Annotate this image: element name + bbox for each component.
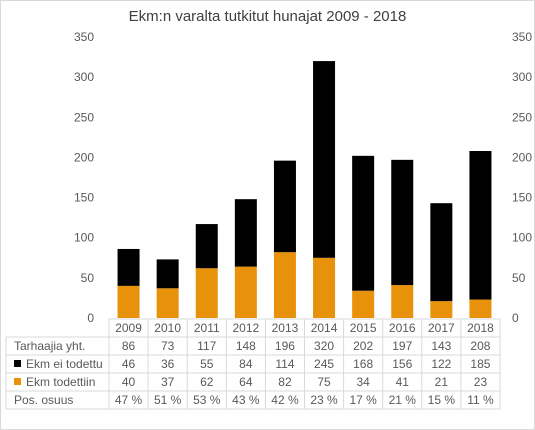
- table-cell: 46: [122, 357, 136, 371]
- table-cell: 23 %: [310, 393, 338, 407]
- bar-ekm-todettiin: [234, 266, 257, 318]
- bar-ekm-ei-todettu: [391, 159, 414, 286]
- table-cell: 86: [122, 339, 136, 353]
- table-cell: 208: [470, 339, 490, 353]
- x-category-label: 2018: [467, 321, 494, 335]
- x-category-label: 2010: [154, 321, 181, 335]
- table-cell: 15 %: [428, 393, 456, 407]
- bar-ekm-ei-todettu: [352, 155, 375, 291]
- y-tick-label-left: 100: [74, 231, 94, 245]
- table-cell: 75: [317, 375, 331, 389]
- table-cell: 40: [122, 375, 136, 389]
- table-cell: 156: [392, 357, 412, 371]
- bar-ekm-ei-todettu: [117, 248, 140, 286]
- table-cell: 42 %: [271, 393, 299, 407]
- legend-marker: [14, 378, 21, 385]
- table-cell: 64: [239, 375, 253, 389]
- y-tick-label-right: 200: [512, 150, 532, 164]
- x-category-label: 2016: [389, 321, 416, 335]
- table-cell: 245: [314, 357, 334, 371]
- table-cell: 197: [392, 339, 412, 353]
- bar-ekm-todettiin: [313, 257, 336, 318]
- bar-ekm-ei-todettu: [195, 224, 218, 269]
- x-category-label: 2012: [232, 321, 259, 335]
- table-cell: 148: [236, 339, 256, 353]
- table-row-label: Ekm ei todettu: [26, 357, 103, 371]
- table-row-label: Ekm todettiin: [26, 375, 95, 389]
- chart-title: Ekm:n varalta tutkitut hunajat 2009 - 20…: [128, 8, 407, 25]
- bar-ekm-todettiin: [469, 299, 492, 318]
- bar-ekm-todettiin: [352, 290, 375, 318]
- x-category-label: 2014: [311, 321, 338, 335]
- y-tick-label-left: 250: [74, 110, 94, 124]
- table-cell: 47 %: [115, 393, 143, 407]
- x-category-label: 2013: [272, 321, 299, 335]
- table-row-label: Tarhaajia yht.: [14, 339, 85, 353]
- table-cell: 168: [353, 357, 373, 371]
- y-tick-label-left: 150: [74, 191, 94, 205]
- table-cell: 55: [200, 357, 214, 371]
- table-cell: 320: [314, 339, 334, 353]
- bar-ekm-todettiin: [273, 252, 296, 318]
- y-tick-label-left: 50: [81, 271, 95, 285]
- bar-ekm-todettiin: [156, 288, 179, 318]
- y-tick-label-left: 300: [74, 70, 94, 84]
- table-cell: 11 %: [467, 393, 494, 407]
- table-cell: 21 %: [389, 393, 417, 407]
- bar-ekm-todettiin: [117, 285, 140, 318]
- table-cell: 41: [396, 375, 410, 389]
- table-cell: 36: [161, 357, 175, 371]
- x-category-label: 2009: [115, 321, 142, 335]
- table-cell: 23: [474, 375, 488, 389]
- table-cell: 117: [197, 339, 216, 353]
- table-cell: 17 %: [349, 393, 377, 407]
- y-tick-label-right: 0: [512, 311, 519, 325]
- y-tick-label-right: 300: [512, 70, 532, 84]
- table-cell: 43 %: [232, 393, 260, 407]
- y-tick-label-right: 50: [512, 271, 526, 285]
- table-cell: 202: [353, 339, 373, 353]
- bar-ekm-ei-todettu: [430, 203, 453, 302]
- bar-ekm-todettiin: [430, 301, 453, 318]
- bar-ekm-todettiin: [391, 285, 414, 318]
- table-cell: 62: [200, 375, 214, 389]
- bar-ekm-ei-todettu: [234, 199, 257, 267]
- table-cell: 84: [239, 357, 253, 371]
- table-cell: 51 %: [154, 393, 182, 407]
- y-tick-label-right: 250: [512, 110, 532, 124]
- y-tick-label-left: 200: [74, 150, 94, 164]
- y-tick-label-right: 150: [512, 191, 532, 205]
- x-category-label: 2015: [350, 321, 377, 335]
- table-cell: 73: [161, 339, 175, 353]
- bar-ekm-ei-todettu: [273, 160, 296, 253]
- x-category-label: 2017: [428, 321, 455, 335]
- bar-ekm-ei-todettu: [156, 259, 179, 289]
- y-tick-label-right: 350: [512, 30, 532, 44]
- table-cell: 34: [356, 375, 370, 389]
- table-cell: 122: [431, 357, 451, 371]
- table-cell: 196: [275, 339, 295, 353]
- legend-marker: [14, 360, 21, 367]
- table-cell: 114: [275, 357, 294, 371]
- x-category-label: 2011: [194, 321, 220, 335]
- bar-ekm-todettiin: [195, 268, 218, 318]
- table-cell: 143: [431, 339, 451, 353]
- table-cell: 53 %: [193, 393, 221, 407]
- bar-ekm-ei-todettu: [469, 151, 492, 300]
- table-row-label: Pos. osuus: [14, 393, 73, 407]
- table-cell: 82: [278, 375, 292, 389]
- table-cell: 37: [161, 375, 175, 389]
- y-tick-label-left: 0: [87, 311, 94, 325]
- table-cell: 185: [470, 357, 490, 371]
- bar-ekm-ei-todettu: [313, 61, 336, 258]
- y-tick-label-left: 350: [74, 30, 94, 44]
- y-tick-label-right: 100: [512, 231, 532, 245]
- table-cell: 21: [435, 375, 449, 389]
